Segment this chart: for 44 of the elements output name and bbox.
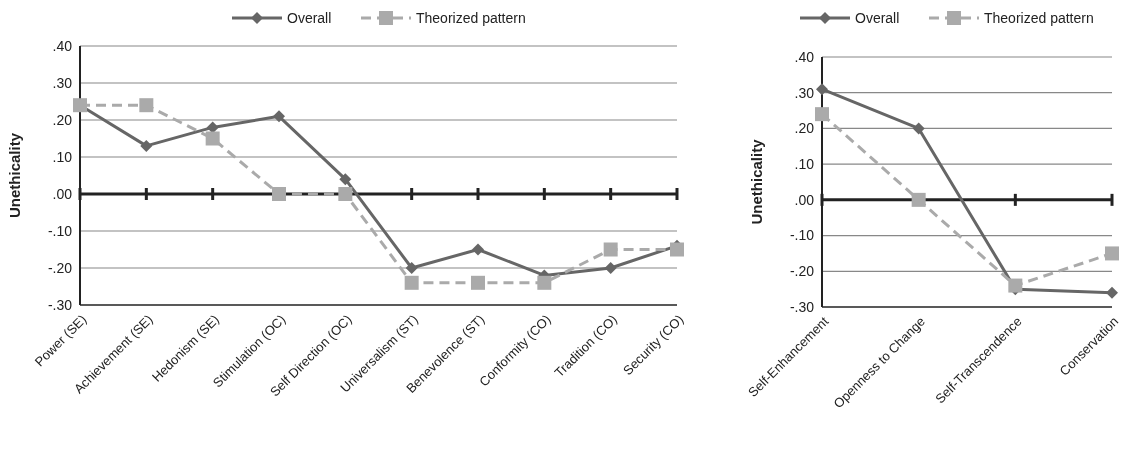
y-tick-label: .20 (794, 120, 815, 137)
y-axis-title: Unethicality (748, 138, 765, 225)
legend-label: Overall (855, 9, 900, 26)
point (273, 110, 285, 123)
y-tick-label: .10 (52, 148, 73, 165)
point (404, 275, 419, 290)
y-tick-label: -.10 (789, 227, 815, 244)
point (815, 107, 829, 122)
point (670, 242, 684, 257)
y-tick-label: .30 (794, 84, 815, 101)
point (816, 83, 828, 96)
point (472, 243, 484, 256)
y-tick-label: .00 (794, 191, 815, 208)
y-axis-title: Unethicality (6, 132, 23, 219)
point (140, 139, 153, 152)
point (205, 131, 220, 146)
legend-label: Theorized pattern (984, 9, 1094, 26)
point (471, 275, 485, 290)
point (139, 98, 154, 113)
point (537, 275, 552, 290)
y-tick-label: -.30 (47, 296, 73, 313)
point (272, 187, 286, 201)
point (603, 242, 618, 257)
y-tick-label: .30 (52, 74, 73, 91)
point (339, 173, 352, 186)
y-tick-label: .40 (52, 37, 73, 54)
point (1105, 246, 1119, 261)
point (338, 187, 353, 201)
point (1008, 278, 1023, 293)
y-tick-label: .10 (794, 156, 815, 173)
point (405, 262, 418, 274)
legend-label: Overall (287, 9, 332, 26)
point (912, 122, 925, 135)
y-tick-label: .20 (52, 111, 73, 128)
point (1106, 286, 1118, 299)
point (911, 192, 926, 207)
y-tick-label: -.10 (47, 222, 73, 239)
point (604, 262, 617, 274)
legend-label: Theorized pattern (416, 9, 526, 26)
y-tick-label: -.30 (789, 298, 815, 315)
y-tick-label: .40 (794, 48, 815, 65)
y-tick-label: -.20 (789, 263, 815, 280)
y-tick-label: .00 (52, 185, 73, 202)
y-tick-label: -.20 (47, 259, 73, 276)
